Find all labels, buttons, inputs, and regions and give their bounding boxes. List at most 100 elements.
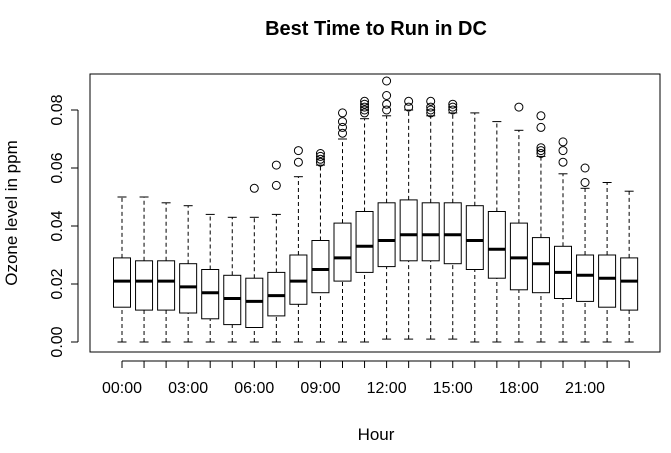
box-hour-18 [509,102,528,343]
outlier-point [360,108,370,118]
box-hour-6 [245,183,264,343]
plot-area-frame [89,73,661,353]
outlier-point [315,149,325,158]
outlier-point [404,96,414,106]
chart-title: Best Time to Run in DC [265,18,487,40]
boxplot-series [113,76,639,343]
outlier-point [382,99,392,109]
box-hour-20 [554,137,572,343]
outlier-point [360,99,370,109]
box-iqr [598,254,617,308]
outlier-point [536,146,546,156]
outlier-point [558,137,568,147]
outlier-point [382,76,392,86]
x-tick-label: 15:00 [433,380,473,397]
outlier-point [536,122,546,132]
y-axis-label: Ozone level in ppm [2,140,21,286]
x-tick-label: 00:00 [102,380,142,397]
box-hour-10 [333,108,352,343]
box-hour-9 [311,149,330,343]
box-iqr [487,211,506,279]
y-axis: 0.00 0.02 0.04 0.06 0.08 [49,94,79,358]
x-tick-label: 09:00 [300,380,340,397]
y-tick-label: 0.02 [49,268,66,299]
box-hour-13 [399,96,418,340]
box-hour-16 [465,112,484,343]
x-tick-label: 21:00 [565,380,605,397]
outlier-point [426,102,436,112]
outlier-point [249,183,259,193]
outlier-point [448,105,458,115]
outlier-point [338,128,347,138]
box-hour-22 [598,182,617,343]
outlier-point [536,143,546,153]
outlier-point [580,163,590,173]
outlier-point [293,157,303,167]
outlier-point [536,149,546,158]
box-hour-23 [620,190,639,343]
box-iqr [377,202,396,268]
outlier-point [360,102,370,112]
box-hour-1 [135,196,154,343]
outlier-point [271,160,281,170]
outlier-point [338,117,347,127]
outlier-point [315,157,325,167]
outlier-point [558,157,568,167]
outlier-point [558,146,568,156]
outlier-point [448,102,458,112]
box-hour-4 [201,213,220,343]
outlier-point [360,96,370,106]
outlier-point [382,91,392,100]
outlier-point [426,105,436,115]
outlier-point [338,122,347,132]
box-iqr [399,199,418,262]
outlier-point [338,108,347,118]
box-hour-2 [157,202,176,343]
box-hour-21 [576,163,595,343]
box-iqr [333,222,352,282]
box-iqr [135,260,154,311]
outlier-point [293,146,303,156]
outlier-point [426,108,436,118]
outlier-point [426,96,436,106]
box-iqr [465,205,484,270]
outlier-point [382,105,392,115]
y-tick-label: 0.06 [49,152,66,183]
outlier-point [536,111,546,121]
box-hour-7 [267,160,286,343]
box-hour-17 [487,121,506,343]
x-tick-label: 03:00 [168,380,208,397]
box-hour-3 [179,205,198,343]
y-tick-label: 0.00 [49,326,66,357]
x-tick-label: 12:00 [367,380,407,397]
box-iqr [355,211,374,273]
box-iqr [620,257,639,311]
y-tick-label: 0.08 [49,94,66,125]
box-iqr [311,240,330,294]
x-tick-label: 18:00 [499,380,539,397]
box-iqr [421,202,440,262]
y-tick-label: 0.04 [49,210,66,241]
outlier-point [404,102,414,112]
outlier-point [514,102,524,112]
outlier-point [580,178,590,187]
box-hour-19 [531,111,550,343]
outlier-point [360,105,370,115]
outlier-point [315,154,325,164]
box-hour-12 [377,76,396,340]
box-hour-11 [355,96,374,343]
box-iqr [157,260,176,311]
x-axis-label: Hour [358,425,395,444]
outlier-point [448,99,458,109]
box-iqr [576,254,595,302]
box-hour-0 [113,196,131,343]
box-hour-8 [289,146,308,343]
x-tick-label: 06:00 [234,380,274,397]
x-axis: 00:00 03:00 06:00 09:00 12:00 15:00 18:00 21:00 [102,360,630,397]
outlier-point [315,151,325,161]
outlier-point [271,180,281,190]
box-hour-14 [421,96,440,340]
box-hour-15 [443,99,462,340]
box-hour-5 [223,216,242,343]
